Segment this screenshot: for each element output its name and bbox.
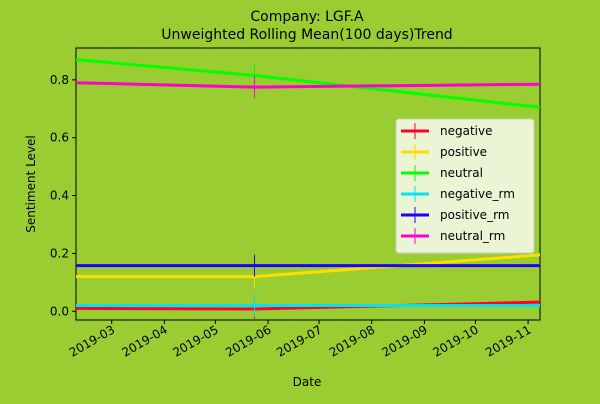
- y-axis-label: Sentiment Level: [24, 135, 38, 233]
- legend-label-positive: positive: [440, 145, 487, 159]
- legend-box: [395, 118, 535, 254]
- x-tick-label: 2019-03: [67, 322, 117, 359]
- x-tick-label: 2019-07: [274, 322, 324, 359]
- y-tick-label: 0.8: [50, 73, 69, 87]
- legend-label-positive_rm: positive_rm: [440, 208, 509, 222]
- legend: negative positive neutral negative_rmpositi…: [395, 118, 535, 254]
- x-tick-label: 2019-09: [380, 322, 430, 359]
- legend-label-neutral_rm: neutral_rm: [440, 229, 505, 243]
- x-tick-label: 2019-05: [170, 322, 220, 359]
- x-tick-label: 2019-11: [483, 322, 533, 359]
- y-tick-label: 0.2: [50, 246, 69, 260]
- x-axis-label: Date: [293, 375, 322, 389]
- y-tick-label: 0.4: [50, 189, 69, 203]
- y-tick-label: 0.0: [50, 304, 69, 318]
- legend-label-negative: negative: [440, 124, 492, 138]
- x-tick-label: 2019-08: [327, 322, 377, 359]
- chart-title: Company: LGF.A: [250, 9, 364, 25]
- legend-label-neutral: neutral: [440, 166, 483, 180]
- x-tick-label: 2019-10: [430, 322, 480, 359]
- chart-subtitle: Unweighted Rolling Mean(100 days)Trend: [161, 27, 452, 43]
- legend-label-negative_rm: negative_rm: [440, 187, 515, 201]
- x-tick-label: 2019-04: [119, 322, 169, 359]
- x-tick-label: 2019-06: [223, 322, 273, 359]
- y-tick-label: 0.6: [50, 131, 69, 145]
